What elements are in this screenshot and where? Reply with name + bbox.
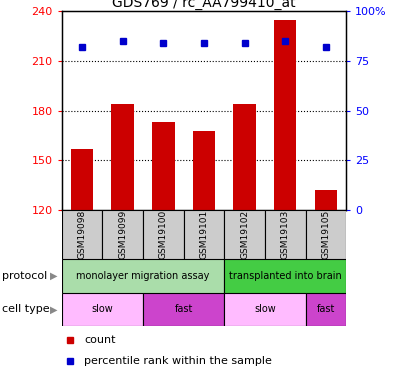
Text: transplanted into brain: transplanted into brain	[229, 271, 341, 280]
Text: protocol: protocol	[2, 271, 47, 280]
Text: GSM19098: GSM19098	[78, 210, 86, 259]
Bar	[224, 259, 346, 292]
Text: monolayer migration assay: monolayer migration assay	[76, 271, 210, 280]
Text: ▶: ▶	[50, 271, 57, 280]
Text: fast: fast	[174, 304, 193, 314]
Text: count: count	[84, 335, 116, 345]
Bar	[265, 210, 306, 259]
Bar	[62, 210, 102, 259]
Text: GSM19105: GSM19105	[322, 210, 330, 259]
Bar	[183, 210, 224, 259]
Text: GSM19102: GSM19102	[240, 210, 249, 259]
Bar	[71, 149, 93, 210]
Bar	[224, 292, 306, 326]
Text: GSM19103: GSM19103	[281, 210, 290, 259]
Text: GSM19100: GSM19100	[159, 210, 168, 259]
Bar	[143, 292, 224, 326]
Text: ▶: ▶	[50, 304, 57, 314]
Bar	[152, 122, 174, 210]
Bar	[306, 210, 346, 259]
Text: percentile rank within the sample: percentile rank within the sample	[84, 356, 272, 366]
Text: slow: slow	[92, 304, 113, 314]
Bar	[224, 210, 265, 259]
Text: fast: fast	[317, 304, 335, 314]
Text: GSM19101: GSM19101	[199, 210, 209, 259]
Bar	[274, 20, 297, 210]
Text: slow: slow	[254, 304, 276, 314]
Bar	[306, 292, 346, 326]
Bar	[62, 292, 143, 326]
Bar	[102, 210, 143, 259]
Bar	[62, 259, 224, 292]
Bar	[143, 210, 183, 259]
Bar	[193, 130, 215, 210]
Text: cell type: cell type	[2, 304, 50, 314]
Bar	[111, 104, 134, 210]
Title: GDS769 / rc_AA799410_at: GDS769 / rc_AA799410_at	[112, 0, 296, 10]
Text: GSM19099: GSM19099	[118, 210, 127, 259]
Bar	[234, 104, 256, 210]
Bar	[315, 190, 337, 210]
